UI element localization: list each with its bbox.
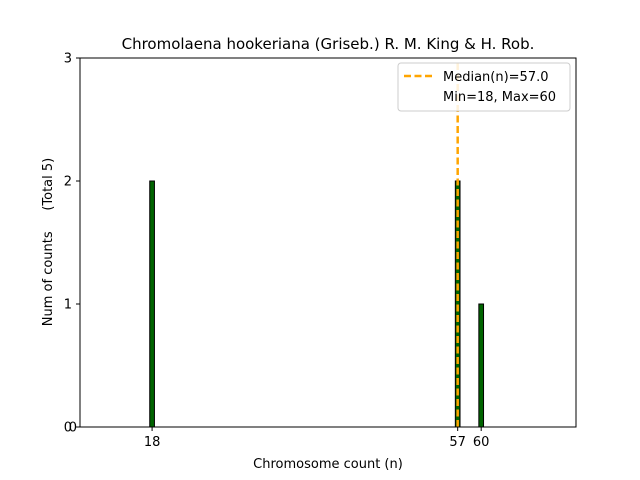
x-tick-label-57: 57 (449, 435, 466, 450)
y-axis: 0 1 2 3 0 (64, 52, 80, 436)
x-axis: 18 57 60 (144, 427, 490, 450)
plot-area (80, 58, 576, 427)
legend: Median(n)=57.0 Min=18, Max=60 (397, 62, 571, 112)
y-tick-label-1: 1 (64, 298, 72, 313)
chart-title: Chromolaena hookeriana (Griseb.) R. M. K… (122, 35, 535, 53)
y-tick-label-2: 2 (64, 175, 72, 190)
bar-n-18 (149, 180, 155, 428)
plot-frame (79, 57, 577, 428)
legend-box (397, 62, 571, 112)
x-axis-label: Chromosome count (n) (253, 457, 403, 472)
y-axis-label: Num of counts (Total 5) (41, 158, 56, 326)
x-tick-label-60: 60 (473, 435, 490, 450)
x-tick-label-18: 18 (144, 435, 161, 450)
y-tick-label-3: 3 (64, 52, 72, 67)
bar-n-60 (478, 303, 485, 428)
y-tick-label-0-secondary: 0 (69, 421, 77, 436)
y-tick-label-0: 0 (64, 421, 72, 436)
legend-entry-range: Min=18, Max=60 (443, 90, 556, 105)
legend-entry-median: Median(n)=57.0 (443, 70, 549, 85)
